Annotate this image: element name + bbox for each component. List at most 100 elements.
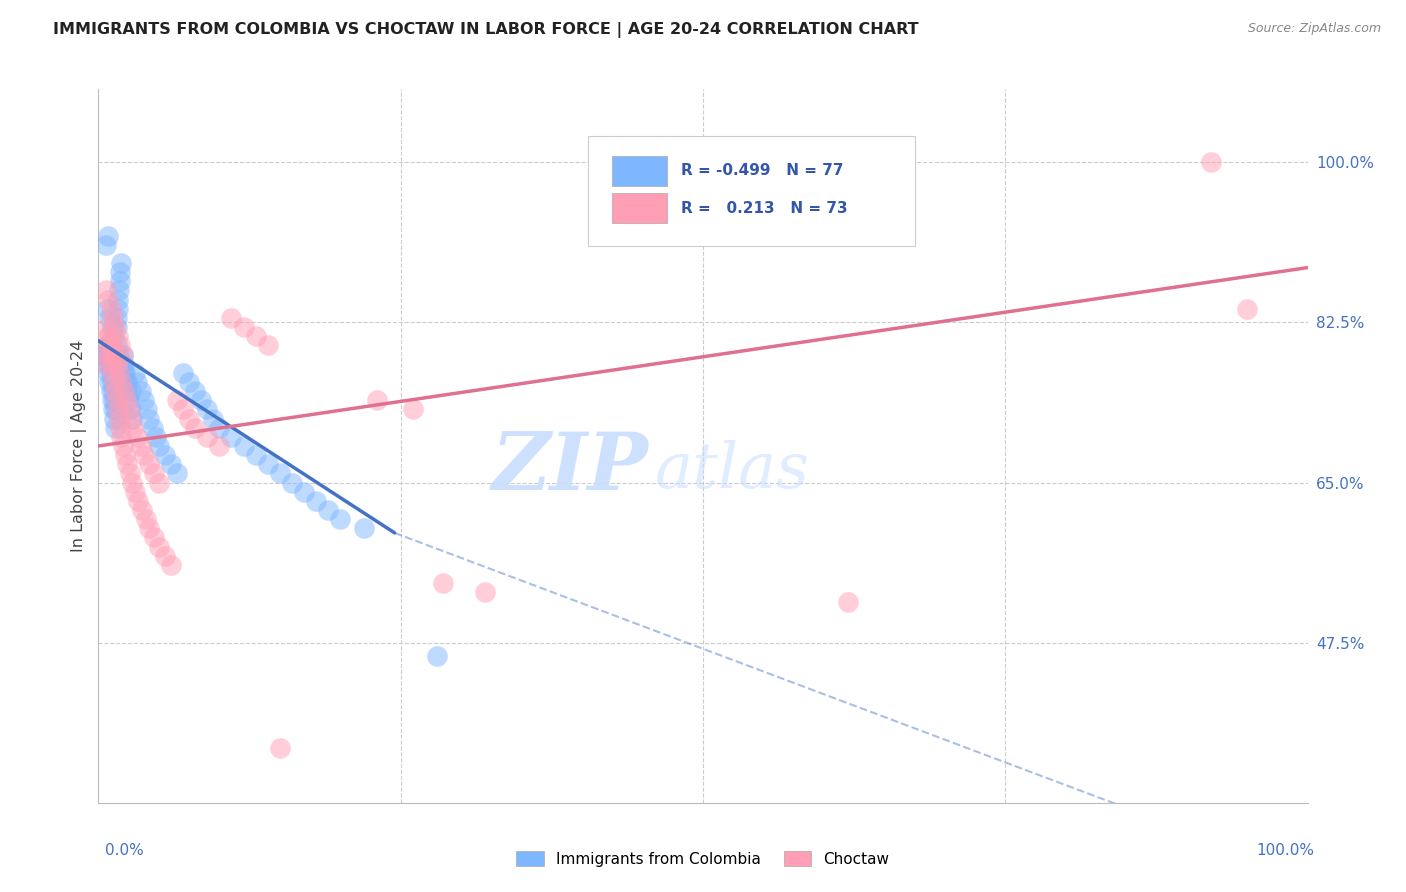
Point (138, 458, 160, 472)
Point (100, 384, 122, 398)
Point (245, 329, 267, 343)
Point (221, 310, 243, 325)
Point (131, 503, 153, 517)
Point (129, 439, 152, 453)
Point (104, 384, 127, 398)
Point (1199, 155, 1222, 169)
Point (202, 411, 225, 425)
Point (105, 320, 128, 334)
Point (245, 448, 267, 462)
Point (98, 357, 121, 371)
Point (104, 420, 127, 434)
Point (93, 347, 115, 361)
Point (111, 347, 134, 361)
Point (120, 384, 142, 398)
Point (94, 357, 117, 371)
Point (195, 402, 218, 417)
Point (148, 475, 170, 490)
Point (353, 521, 375, 535)
Point (98, 329, 121, 343)
Point (474, 585, 496, 599)
Point (100, 366, 122, 380)
Point (305, 494, 328, 508)
Point (96, 338, 118, 352)
Point (101, 384, 124, 398)
Point (100, 357, 122, 371)
Point (138, 411, 160, 425)
Point (100, 347, 122, 361)
Point (166, 467, 188, 481)
Text: IMMIGRANTS FROM COLOMBIA VS CHOCTAW IN LABOR FORCE | AGE 20-24 CORRELATION CHART: IMMIGRANTS FROM COLOMBIA VS CHOCTAW IN L… (53, 22, 920, 38)
Point (110, 357, 132, 371)
Point (101, 366, 124, 380)
Point (108, 338, 131, 352)
Point (432, 576, 454, 591)
Point (120, 411, 142, 425)
Point (184, 420, 207, 434)
Point (94, 284, 117, 298)
Point (98, 310, 121, 325)
Point (292, 484, 315, 499)
Point (108, 411, 131, 425)
Point (93, 357, 115, 371)
Point (269, 740, 291, 755)
Point (110, 430, 132, 444)
Point (103, 375, 125, 389)
Point (426, 649, 449, 664)
Point (124, 484, 146, 499)
FancyBboxPatch shape (588, 136, 915, 246)
Point (110, 256, 132, 270)
Text: 100.0%: 100.0% (1257, 843, 1315, 858)
Y-axis label: In Labor Force | Age 20-24: In Labor Force | Age 20-24 (72, 340, 87, 552)
Point (117, 384, 139, 398)
Point (105, 357, 128, 371)
Point (103, 347, 125, 361)
Point (142, 420, 165, 434)
Point (107, 329, 129, 343)
Text: atlas: atlas (655, 440, 810, 502)
Point (111, 439, 134, 453)
Text: 0.0%: 0.0% (105, 843, 145, 858)
Point (103, 329, 125, 343)
Point (135, 402, 157, 417)
Point (108, 265, 131, 279)
Point (256, 458, 278, 472)
Point (97, 366, 120, 380)
Point (103, 393, 125, 408)
Point (118, 467, 141, 481)
Point (153, 448, 176, 462)
Point (96, 320, 118, 334)
Point (101, 310, 124, 325)
Text: ZIP: ZIP (492, 429, 648, 506)
Point (127, 430, 149, 444)
Point (97, 228, 120, 243)
Point (108, 274, 131, 288)
Point (93, 347, 115, 361)
Point (179, 375, 201, 389)
Point (179, 411, 201, 425)
Point (115, 375, 138, 389)
Point (100, 338, 122, 352)
Point (108, 366, 131, 380)
Point (402, 402, 425, 417)
Text: R = -0.499   N = 77: R = -0.499 N = 77 (682, 163, 844, 178)
Point (190, 393, 212, 408)
Point (115, 393, 138, 408)
Point (105, 338, 128, 352)
Point (172, 366, 194, 380)
Point (122, 420, 145, 434)
Point (107, 301, 129, 316)
Point (112, 357, 135, 371)
Point (232, 320, 254, 334)
Point (97, 347, 120, 361)
Point (120, 402, 142, 417)
Point (108, 420, 131, 434)
Text: R =   0.213   N = 73: R = 0.213 N = 73 (682, 201, 848, 216)
Point (256, 338, 278, 352)
Point (143, 531, 166, 545)
Point (100, 320, 122, 334)
Point (104, 320, 127, 334)
Point (153, 549, 176, 563)
Point (117, 375, 139, 389)
Point (837, 594, 859, 608)
